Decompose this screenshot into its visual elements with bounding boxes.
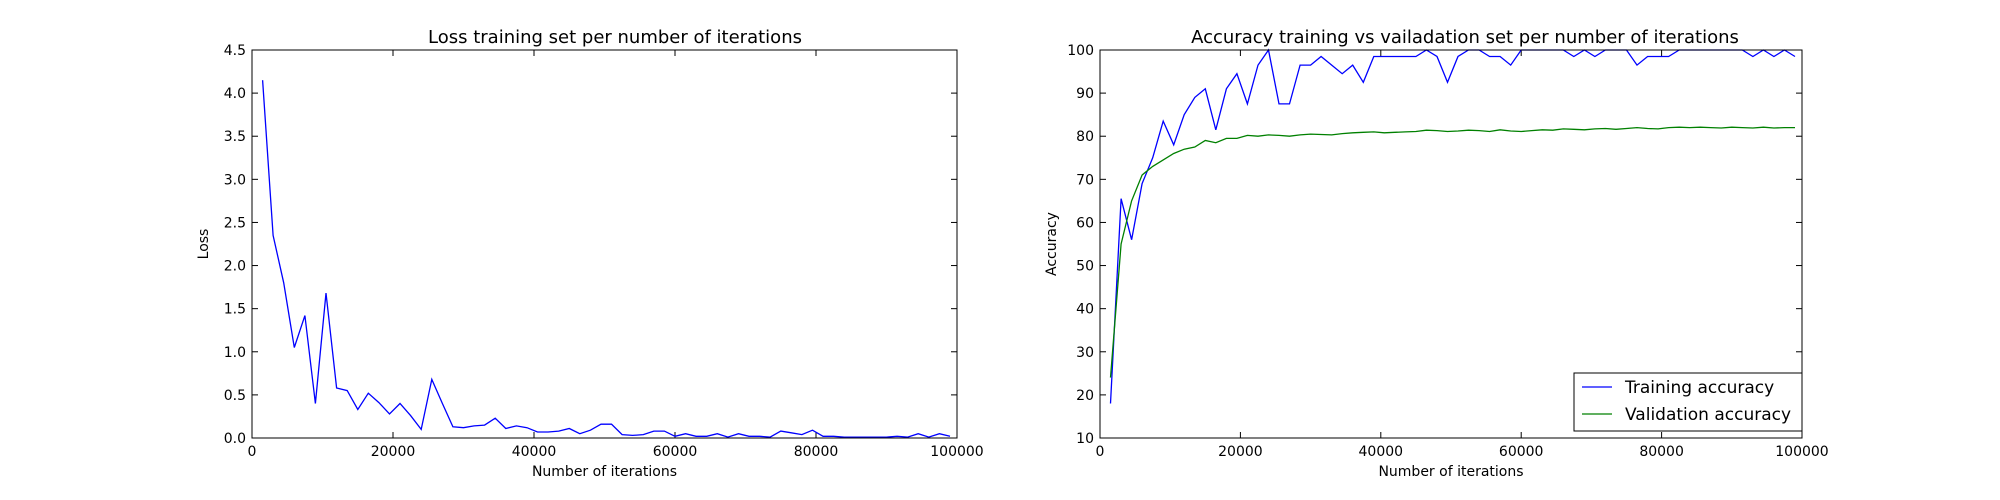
loss-series-line bbox=[261, 80, 951, 438]
x-tick-label: 40000 bbox=[512, 444, 557, 460]
x-tick-label: 100000 bbox=[1775, 444, 1828, 460]
x-tick-label: 40000 bbox=[1359, 444, 1404, 460]
accuracy-chart: Accuracy training vs vailadation set per… bbox=[1044, 27, 1829, 480]
y-tick-label: 0.5 bbox=[224, 388, 246, 404]
y-tick-label: 60 bbox=[1076, 215, 1094, 231]
x-tick-label: 60000 bbox=[1499, 444, 1544, 460]
loss-chart-ticks: 0 20000 40000 60000 80000 100000 0.0 0.5 1.0 1.5 2… bbox=[224, 43, 984, 460]
legend-label-validation: Validation accuracy bbox=[1625, 405, 1791, 425]
legend-label-training: Training accuracy bbox=[1624, 378, 1774, 398]
y-tick-label: 40 bbox=[1076, 302, 1094, 318]
y-tick-label: 20 bbox=[1076, 388, 1094, 404]
accuracy-chart-title: Accuracy training vs vailadation set per… bbox=[1191, 27, 1739, 48]
accuracy-chart-frame bbox=[1099, 49, 1803, 439]
y-tick-label: 30 bbox=[1076, 345, 1094, 361]
y-tick-label: 2.5 bbox=[224, 215, 246, 231]
loss-chart-title: Loss training set per number of iteratio… bbox=[428, 27, 802, 48]
x-tick-label: 0 bbox=[248, 444, 257, 460]
y-tick-label: 4.5 bbox=[224, 43, 246, 59]
validation-accuracy-line bbox=[1109, 126, 1795, 378]
y-tick-label: 3.0 bbox=[224, 172, 246, 188]
accuracy-chart-ticks: 0 20000 40000 60000 80000 100000 10 20 30 40 50 60 7… bbox=[1067, 43, 1828, 460]
x-tick-label: 80000 bbox=[794, 444, 839, 460]
x-tick-label: 20000 bbox=[371, 444, 416, 460]
training-accuracy-line bbox=[1109, 48, 1796, 404]
y-tick-label: 50 bbox=[1076, 259, 1094, 275]
y-tick-label: 2.0 bbox=[224, 259, 246, 275]
loss-chart-frame bbox=[251, 49, 958, 439]
x-tick-label: 100000 bbox=[930, 444, 983, 460]
y-tick-label: 80 bbox=[1076, 129, 1094, 145]
legend-box bbox=[1573, 372, 1803, 432]
y-tick-label: 10 bbox=[1076, 431, 1094, 447]
accuracy-y-axis-label: Accuracy bbox=[1044, 212, 1060, 276]
y-tick-label: 1.5 bbox=[224, 302, 246, 318]
legend: Training accuracy Validation accuracy bbox=[1573, 372, 1803, 432]
y-tick-label: 3.5 bbox=[224, 129, 246, 145]
loss-x-axis-label: Number of iterations bbox=[532, 464, 677, 480]
loss-y-axis-label: Loss bbox=[196, 229, 212, 260]
y-tick-label: 70 bbox=[1076, 172, 1094, 188]
y-tick-label: 1.0 bbox=[224, 345, 246, 361]
y-tick-label: 0.0 bbox=[224, 431, 246, 447]
x-tick-label: 60000 bbox=[653, 444, 698, 460]
y-tick-label: 100 bbox=[1067, 43, 1094, 59]
x-tick-label: 20000 bbox=[1218, 444, 1263, 460]
accuracy-x-axis-label: Number of iterations bbox=[1378, 464, 1523, 480]
loss-chart: Loss training set per number of iteratio… bbox=[196, 27, 984, 480]
x-tick-label: 80000 bbox=[1639, 444, 1684, 460]
y-tick-label: 4.0 bbox=[224, 86, 246, 102]
y-tick-label: 90 bbox=[1076, 86, 1094, 102]
x-tick-label: 0 bbox=[1096, 444, 1105, 460]
